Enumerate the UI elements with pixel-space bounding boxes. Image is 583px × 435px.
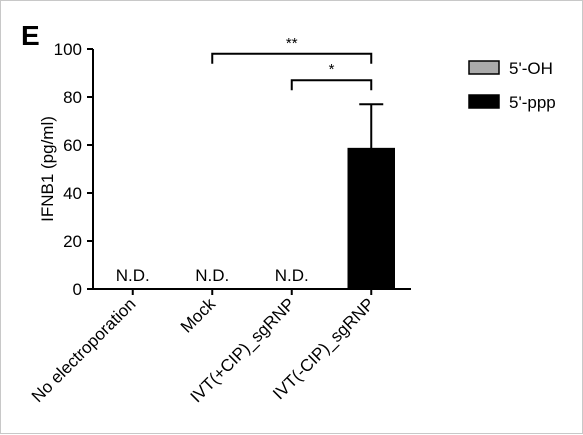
legend-swatch bbox=[468, 94, 500, 109]
significance-label: * bbox=[329, 61, 335, 78]
panel-label: E bbox=[21, 20, 40, 51]
significance-label: ** bbox=[286, 35, 298, 52]
legend-swatch bbox=[468, 60, 500, 75]
y-axis-label: IFNB1 (pg/ml) bbox=[38, 116, 57, 222]
legend-label: 5'-OH bbox=[509, 59, 553, 78]
significance-bracket bbox=[290, 79, 373, 91]
y-tick-label: 40 bbox=[63, 184, 82, 203]
y-tick-label: 60 bbox=[63, 136, 82, 155]
bar-5ppp-3 bbox=[347, 147, 395, 290]
legend-label: 5'-ppp bbox=[509, 93, 556, 112]
y-tick-label: 20 bbox=[63, 232, 82, 251]
not-detected-label: N.D. bbox=[275, 266, 309, 285]
y-tick-label: 100 bbox=[54, 40, 82, 59]
not-detected-label: N.D. bbox=[195, 266, 229, 285]
y-tick-label: 80 bbox=[63, 88, 82, 107]
significance-bracket bbox=[211, 52, 373, 64]
not-detected-label: N.D. bbox=[116, 266, 150, 285]
x-tick-label: Mock bbox=[177, 294, 220, 337]
x-tick-label: No electroporation bbox=[28, 294, 140, 406]
y-tick-label: 0 bbox=[73, 280, 82, 299]
